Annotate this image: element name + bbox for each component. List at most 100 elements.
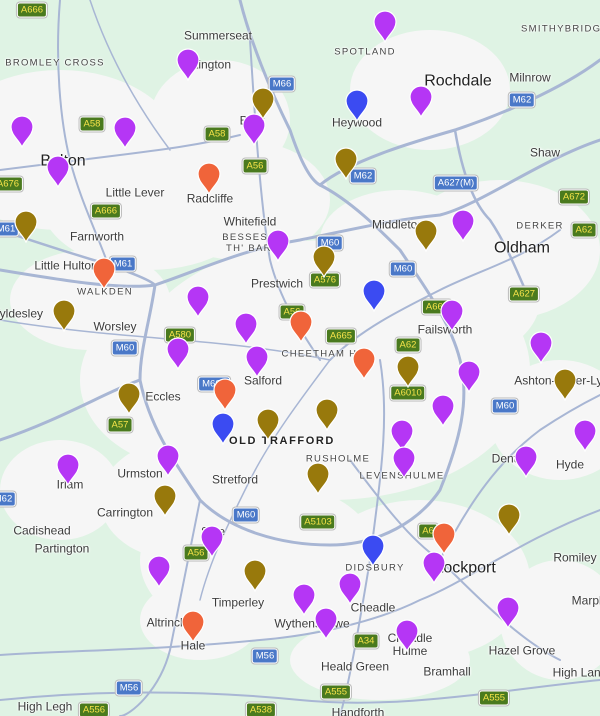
map-marker-olive[interactable] (305, 461, 331, 495)
map-marker-olive[interactable] (314, 397, 340, 431)
place-label: Partington (34, 541, 90, 556)
map-marker-purple[interactable] (394, 618, 420, 652)
map-pin-icon (234, 312, 258, 345)
map-marker-olive[interactable] (333, 146, 359, 180)
map-marker-orange[interactable] (431, 521, 457, 555)
road-shield: A58 (204, 126, 230, 142)
road-shield: A538 (245, 702, 277, 716)
map-marker-purple[interactable] (146, 554, 172, 588)
map-pin-icon (396, 355, 420, 388)
road-shield: A627 (508, 286, 540, 302)
map-marker-blue[interactable] (361, 278, 387, 312)
map-marker-purple[interactable] (45, 154, 71, 188)
urban-area (0, 440, 120, 540)
place-label: Shaw (529, 145, 561, 160)
map-marker-purple[interactable] (244, 344, 270, 378)
map-marker-purple[interactable] (421, 550, 447, 584)
map-pin-icon (46, 155, 70, 188)
map-marker-purple[interactable] (495, 595, 521, 629)
map-marker-purple[interactable] (430, 393, 456, 427)
map-marker-olive[interactable] (13, 209, 39, 243)
map-marker-olive[interactable] (152, 483, 178, 517)
map-marker-olive[interactable] (250, 86, 276, 120)
road-shield: A5103 (300, 514, 336, 530)
map-marker-olive[interactable] (311, 244, 337, 278)
road (119, 499, 201, 716)
map-marker-olive[interactable] (242, 558, 268, 592)
road-shield: A665 (325, 328, 357, 344)
road-shield: A57 (107, 417, 133, 433)
map-marker-purple[interactable] (265, 228, 291, 262)
map-marker-purple[interactable] (233, 311, 259, 345)
place-label: Marple (571, 593, 600, 608)
map-pin-icon (117, 382, 141, 415)
map-marker-purple[interactable] (408, 84, 434, 118)
road-shield: M56 (115, 680, 143, 696)
map-pin-icon (440, 299, 464, 332)
map-marker-orange[interactable] (91, 256, 117, 290)
road-shield: A56 (183, 545, 209, 561)
map-marker-olive[interactable] (395, 354, 421, 388)
map-pin-icon (245, 345, 269, 378)
place-label: Heywood (331, 115, 383, 130)
place-label: CHEETHAM HILL (281, 348, 375, 360)
place-label: RUSHOLME (305, 453, 371, 465)
road-shield: A672 (558, 189, 590, 205)
place-label: Failsworth (417, 322, 473, 337)
place-label: Handforth (331, 705, 385, 716)
map-marker-olive[interactable] (413, 218, 439, 252)
map-marker-olive[interactable] (116, 381, 142, 415)
road-shield: M62 (0, 491, 17, 507)
map-marker-olive[interactable] (51, 298, 77, 332)
road (89, 0, 171, 151)
map-pin-icon (113, 116, 137, 149)
place-label: DERKER (516, 220, 564, 232)
map-marker-purple[interactable] (313, 606, 339, 640)
map-marker-purple[interactable] (391, 445, 417, 479)
map-marker-blue[interactable] (360, 533, 386, 567)
map-marker-purple[interactable] (450, 208, 476, 242)
map-marker-olive[interactable] (255, 407, 281, 441)
map-marker-blue[interactable] (210, 411, 236, 445)
map-marker-purple[interactable] (456, 359, 482, 393)
place-label: Tyldesley (0, 306, 44, 321)
map-marker-purple[interactable] (528, 330, 554, 364)
map-marker-purple[interactable] (572, 418, 598, 452)
place-label: Hyde (555, 457, 585, 472)
road-shield: M60 (232, 507, 260, 523)
map-marker-purple[interactable] (185, 284, 211, 318)
map-marker-olive[interactable] (496, 502, 522, 536)
map-pin-icon (251, 87, 275, 120)
map-marker-blue[interactable] (344, 88, 370, 122)
road-shield: A576 (309, 272, 341, 288)
map-marker-orange[interactable] (212, 377, 238, 411)
map-marker-purple[interactable] (9, 114, 35, 148)
map-marker-purple[interactable] (513, 444, 539, 478)
map-marker-purple[interactable] (372, 9, 398, 43)
map-pin-icon (166, 337, 190, 370)
map-marker-purple[interactable] (165, 336, 191, 370)
map-marker-purple[interactable] (439, 298, 465, 332)
road-shield: A627(M) (433, 175, 479, 191)
map-marker-orange[interactable] (196, 161, 222, 195)
map-marker-purple[interactable] (175, 47, 201, 81)
map-marker-purple[interactable] (55, 452, 81, 486)
map-marker-purple[interactable] (389, 418, 415, 452)
map-pin-icon (392, 446, 416, 479)
map-marker-purple[interactable] (155, 443, 181, 477)
map-marker-purple[interactable] (241, 112, 267, 146)
road-shield: A56 (242, 158, 268, 174)
map-marker-orange[interactable] (351, 346, 377, 380)
road-shield: A62 (571, 222, 597, 238)
place-label: Farnworth (69, 229, 125, 244)
road (57, 0, 111, 271)
map-marker-orange[interactable] (288, 309, 314, 343)
map-marker-purple[interactable] (112, 115, 138, 149)
map-marker-orange[interactable] (180, 609, 206, 643)
map-marker-purple[interactable] (291, 582, 317, 616)
map-marker-purple[interactable] (199, 524, 225, 558)
map-pin-icon (334, 147, 358, 180)
map-marker-olive[interactable] (552, 367, 578, 401)
map-marker-purple[interactable] (337, 571, 363, 605)
